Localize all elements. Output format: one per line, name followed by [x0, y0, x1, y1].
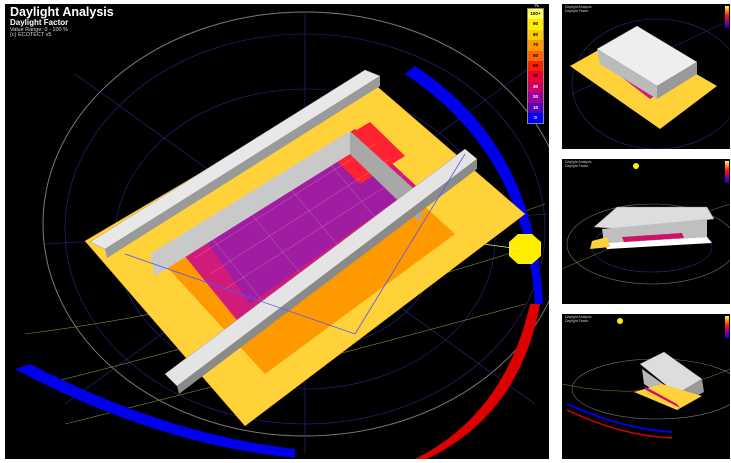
legend-entry: 10	[528, 102, 543, 113]
building-model[interactable]	[84, 69, 526, 427]
ring-red	[415, 304, 540, 459]
thumbnail-legend-2	[725, 161, 729, 183]
thumbnail-view-2[interactable]: Daylight Analysis Daylight Factor	[562, 159, 730, 304]
thumbnail-label: Daylight Analysis Daylight Factor	[565, 315, 592, 323]
legend-unit: %	[534, 4, 539, 9]
thumbnail-legend-1	[725, 6, 729, 28]
value-range-text: Value Range: 0 - 100 %	[10, 26, 68, 33]
analysis-subtitle: Daylight Factor	[10, 18, 69, 28]
thumbnail-label: Daylight Analysis Daylight Factor	[565, 5, 592, 13]
daylight-scene	[15, 11, 549, 459]
upper-ring-blue	[405, 66, 543, 304]
analysis-title: Daylight Analysis	[10, 5, 114, 19]
thumbnail-scene-3	[562, 318, 730, 439]
color-scale-legend: 100+ 90 80 70 60 50 40 30 20 10 0	[527, 8, 544, 125]
legend-entry: 40	[528, 71, 543, 82]
legend-entry: 50	[528, 60, 543, 72]
legend-entry: 20	[528, 92, 543, 103]
legend-entry: 30	[528, 81, 543, 93]
legend-entry: 80	[528, 29, 543, 41]
copyright-text: (c) ECOTECT v5	[10, 32, 52, 39]
legend-entry: 90	[528, 19, 543, 30]
thumbnail-legend-3	[725, 316, 729, 338]
legend-entry: 70	[528, 40, 543, 51]
thumbnail-view-3[interactable]: Daylight Analysis Daylight Factor	[562, 314, 730, 459]
thumbnail-scene-2	[562, 163, 730, 285]
thumbnail-label: Daylight Analysis Daylight Factor	[565, 160, 592, 168]
analysis-header: Daylight Analysis Daylight Factor Value …	[10, 5, 114, 39]
sun-icon[interactable]	[509, 234, 541, 264]
outer-ring-blue	[15, 364, 295, 458]
thumbnail-view-1[interactable]: Daylight Analysis Daylight Factor	[562, 4, 730, 149]
thumbnail-scene-1	[570, 18, 730, 149]
legend-entry: 60	[528, 50, 543, 61]
legend-entry: 100+	[528, 9, 543, 20]
main-3d-viewport[interactable]: Daylight Analysis Daylight Factor Value …	[5, 4, 549, 459]
legend-entry: 0	[528, 112, 543, 124]
